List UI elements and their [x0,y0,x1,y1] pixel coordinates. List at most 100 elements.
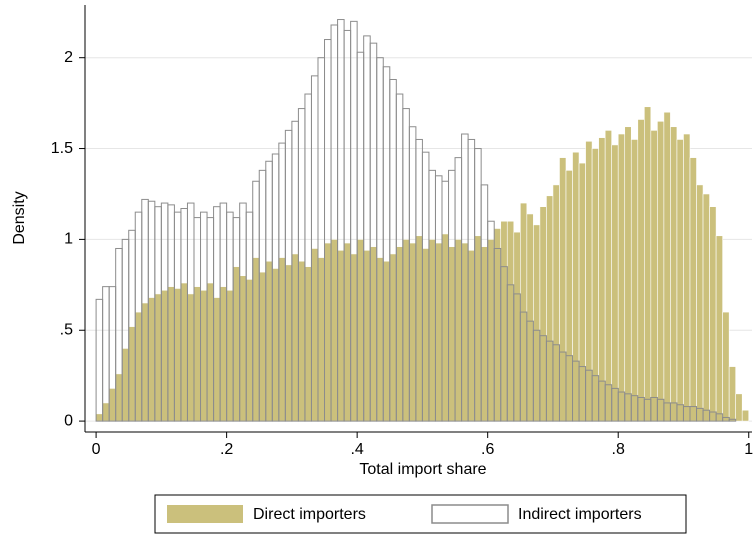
histogram-bar [474,235,482,422]
histogram-bar [598,137,606,422]
histogram-bar [415,235,423,422]
histogram-bar [428,239,436,422]
x-tick-label: .8 [612,441,625,458]
histogram-bar [546,195,554,422]
histogram-bar [467,249,475,422]
histogram-bar [741,409,750,422]
histogram-bar [585,140,593,422]
histogram-bar [161,289,169,422]
histogram-bar [637,119,645,422]
legend-label: Indirect importers [518,506,642,523]
histogram-bar [513,231,521,422]
histogram-bar [435,242,443,422]
histogram-bar [245,279,254,422]
histogram-bar [108,388,116,422]
histogram-bar [128,326,136,422]
histogram-bar [617,133,626,422]
histogram-bar [715,235,723,422]
histogram-bar [533,224,541,422]
histogram-bar [343,242,351,422]
histogram-bar [272,268,280,422]
histogram-bar [369,246,378,422]
histogram-bar [461,242,469,422]
histogram-bar [285,264,293,422]
y-tick-label: 1 [64,231,73,248]
histogram-bar [232,266,240,422]
histogram-bar [644,106,652,422]
histogram-bar [187,293,195,422]
histogram-bar [298,260,306,422]
y-tick-label: 2 [64,49,73,66]
histogram-bar [630,139,639,422]
histogram-bar [454,239,462,422]
histogram-bar [722,311,730,422]
histogram-bar [311,248,319,422]
histogram-bar [265,260,273,422]
histogram-bar [291,253,299,422]
histogram-bar [559,157,567,422]
legend-swatch [431,504,509,524]
histogram-bar [337,249,345,422]
histogram-bar [350,253,358,422]
histogram-bar [689,157,697,422]
histogram-bar [565,170,573,422]
histogram-bar [330,239,338,422]
x-tick-label: .6 [481,441,494,458]
histogram-bar [500,220,508,422]
y-tick-label: 0 [64,412,73,429]
histogram-bar [526,213,534,422]
histogram-bar [213,297,221,422]
y-tick-label: 1.5 [51,140,73,157]
histogram-bar [278,257,286,422]
histogram-bar [441,233,449,422]
histogram-bar [578,162,586,422]
histogram-bar [115,373,123,422]
x-tick-label: .2 [220,441,233,458]
histogram-bar [102,402,110,422]
histogram-bar [376,257,384,422]
histogram-bar [363,249,371,422]
histogram-bar [650,130,658,422]
histogram-bar [389,253,397,422]
histogram-bar [219,286,227,422]
histogram-bar [676,139,684,422]
histogram-bar [572,151,580,422]
histogram-bar [324,242,332,422]
histogram-bar [448,246,456,422]
histogram-bar [252,257,260,422]
histogram-bar [657,120,665,422]
histogram-bar [493,228,502,422]
x-tick-label: .4 [350,441,363,458]
x-tick-label: 0 [92,441,101,458]
histogram-bar [95,413,103,422]
histogram-bar [382,260,391,422]
histogram-bar [604,130,612,422]
histogram-bar [317,257,325,422]
histogram-bar [141,302,149,422]
histogram-bar [702,193,710,422]
histogram-bar [396,246,404,422]
histogram-bar [611,144,619,422]
x-axis-label: Total import share [359,461,486,478]
histogram-bar [193,286,201,422]
histogram-bar [356,239,364,422]
histogram-bar [670,126,678,422]
histogram-bar [134,311,143,422]
y-axis-label: Density [11,191,28,244]
histogram-bar [102,286,110,422]
histogram-bar [696,184,704,422]
histogram-bar [206,282,214,422]
histogram-bar [552,184,560,422]
histogram-bar [409,242,417,422]
x-tick-label: 1 [744,441,753,458]
histogram-bar [506,220,515,422]
histogram-bar [539,206,547,422]
histogram-bar [728,418,737,422]
histogram-bar [402,239,410,422]
histogram-bar [200,289,208,422]
histogram-bar [95,298,104,422]
y-tick-label: .5 [60,321,73,338]
legend-box [154,494,687,534]
